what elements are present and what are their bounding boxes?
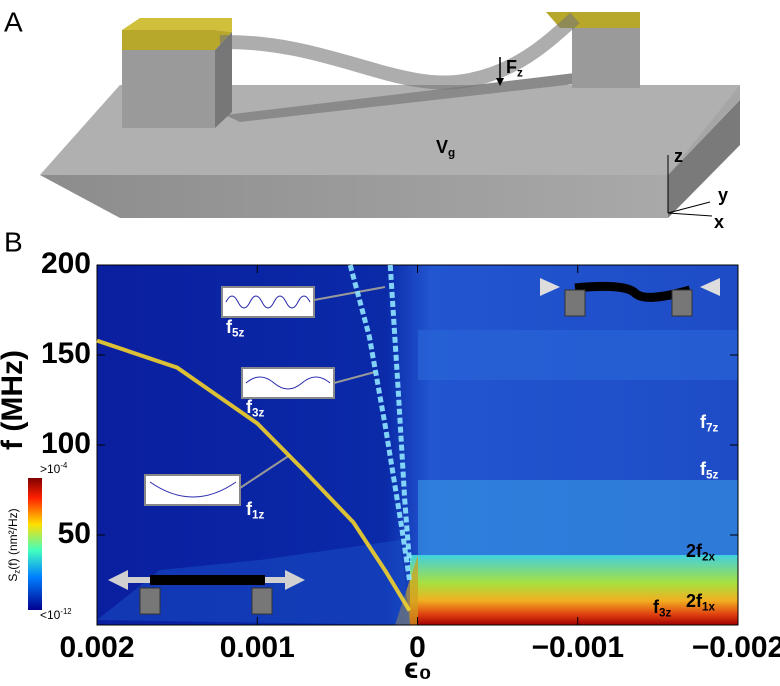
- y-tick-label: 150: [41, 337, 91, 370]
- panel-label: A: [4, 6, 23, 37]
- sub: 3z: [252, 406, 265, 419]
- sub: 5z: [232, 326, 245, 339]
- main: f: [700, 459, 707, 479]
- mode-annotation: f3z: [246, 397, 265, 420]
- y-tick-label: 200: [41, 247, 91, 280]
- sub: 1z: [252, 508, 265, 521]
- sub: 5z: [706, 468, 719, 481]
- main: 2f: [686, 541, 703, 561]
- colorbar-max: >10-4: [40, 461, 68, 476]
- mode-annotation: f7z: [700, 412, 719, 435]
- main: f: [246, 397, 253, 417]
- sub: 2x: [702, 550, 716, 563]
- main: f: [653, 597, 660, 617]
- mode-annotation: f3z: [653, 597, 672, 620]
- x-tick-label: −0.002: [692, 631, 780, 664]
- sub: 7z: [706, 421, 719, 434]
- main: f: [226, 317, 233, 337]
- axis-y: y: [718, 185, 728, 205]
- sub: z: [13, 570, 22, 574]
- mode-annotation: f5z: [226, 317, 245, 340]
- sup: -12: [60, 607, 71, 616]
- main: F: [506, 57, 517, 77]
- sub: 1x: [702, 600, 716, 613]
- main: 2f: [686, 591, 703, 611]
- sub: z: [517, 66, 523, 79]
- main: >10: [40, 462, 61, 476]
- x-tick-label: 0.002: [59, 631, 134, 664]
- axis-z: z: [674, 146, 683, 166]
- device-illustration: [40, 12, 740, 218]
- spectrogram: [28, 265, 738, 625]
- rest: (f) (nm²/Hz): [6, 508, 20, 569]
- gate-label: Vg: [436, 137, 455, 160]
- main: f: [700, 412, 707, 432]
- main: V: [436, 137, 448, 157]
- main: S: [6, 574, 20, 582]
- colorbar-min: <10-12: [40, 607, 72, 622]
- axis-x: x: [714, 212, 724, 232]
- mode-line: [96, 338, 412, 612]
- sub: 3z: [659, 606, 672, 619]
- x-tick-label: 0: [409, 631, 426, 664]
- x-axis-label: ϵ₀: [404, 652, 432, 685]
- x-tick-label: 0.001: [220, 631, 295, 664]
- y-tick-label: 100: [41, 427, 91, 460]
- mode-line: [347, 264, 412, 581]
- main: <10: [40, 608, 61, 622]
- force-label: Fz: [506, 57, 523, 80]
- mode-line: [387, 264, 412, 563]
- mode-annotation: 2f1x: [686, 591, 716, 614]
- mode-annotation: 2f2x: [686, 541, 716, 564]
- sub: g: [448, 146, 455, 159]
- mode-annotation: f5z: [700, 459, 719, 482]
- y-tick-label: 50: [58, 517, 91, 550]
- x-tick-label: −0.001: [531, 631, 624, 664]
- panel-label: B: [4, 226, 23, 257]
- main: f: [246, 499, 253, 519]
- y-axis-label: f (MHz): [0, 350, 29, 450]
- colorbar-label: Sz(f) (nm²/Hz): [6, 508, 21, 581]
- mode-annotation: f1z: [246, 499, 265, 522]
- sup: -4: [60, 461, 68, 470]
